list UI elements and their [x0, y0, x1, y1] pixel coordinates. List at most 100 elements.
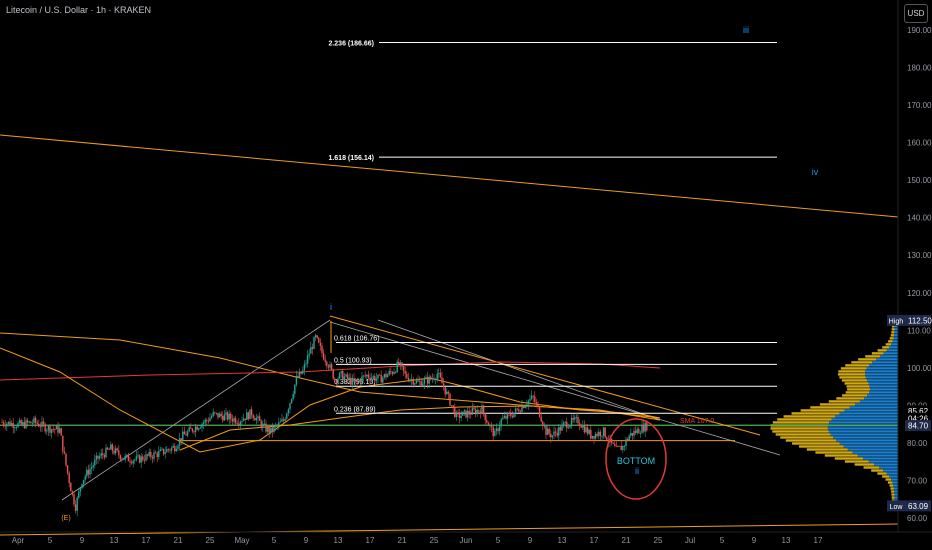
- volume-profile-bar: [891, 496, 895, 499]
- x-tick-label: 5: [48, 536, 53, 545]
- currency-button[interactable]: USD: [904, 4, 928, 23]
- candle-body: [431, 378, 434, 380]
- candle-body: [474, 409, 477, 415]
- y-tick-label: 110.00: [907, 326, 931, 335]
- candle-body: [209, 417, 211, 422]
- candle-body: [364, 375, 366, 377]
- candle-body: [26, 420, 29, 423]
- candle-body: [604, 427, 606, 438]
- candle-body: [308, 353, 310, 356]
- volume-profile-bar: [865, 355, 880, 358]
- y-tick-label: 150.00: [907, 176, 932, 185]
- candle-body: [511, 415, 514, 418]
- volume-profile-bar: [879, 355, 898, 358]
- candle-body: [526, 404, 528, 406]
- candle-body: [111, 444, 114, 451]
- candle-body: [18, 420, 21, 423]
- candle-body: [620, 446, 622, 451]
- candle-body: [172, 445, 174, 448]
- x-tick-label: May: [234, 536, 249, 545]
- candle-body: [146, 454, 149, 456]
- candle-body: [610, 438, 613, 444]
- candle-body: [436, 373, 438, 380]
- y-tick-label: 140.00: [907, 214, 932, 223]
- candle-body: [143, 459, 146, 461]
- volume-profile-bar: [833, 436, 898, 439]
- volume-profile-bar: [869, 391, 898, 394]
- candle-body: [514, 408, 517, 414]
- candle-body: [10, 423, 13, 426]
- candle-body: [598, 431, 600, 436]
- candle-body: [591, 435, 594, 439]
- candle-body: [630, 432, 632, 436]
- candle-body: [295, 376, 298, 385]
- candle-body: [346, 374, 349, 380]
- candle-body: [466, 410, 469, 418]
- candle-body: [190, 427, 192, 429]
- price-label-box: [905, 405, 931, 417]
- volume-profile-bar: [785, 439, 837, 442]
- candle-body: [407, 377, 410, 381]
- x-tick-label: 25: [654, 536, 663, 545]
- x-tick-label: 9: [528, 536, 533, 545]
- volume-profile-bar: [891, 343, 898, 346]
- candle-body: [233, 418, 235, 422]
- volume-profile-bar: [830, 433, 898, 436]
- volume-profile-bar: [867, 394, 898, 397]
- candle-body: [458, 412, 461, 418]
- candle-body: [449, 393, 451, 406]
- candle-body: [338, 372, 341, 379]
- ma-200: [0, 332, 661, 419]
- volume-profile-bar: [882, 475, 890, 478]
- bottom-highlight-circle: [605, 418, 667, 500]
- candle-body: [7, 421, 10, 424]
- candle-body: [236, 423, 238, 424]
- candle-body: [409, 379, 411, 381]
- candle-body: [183, 431, 186, 435]
- candle-body: [196, 426, 198, 430]
- candle-body: [198, 428, 200, 430]
- x-tick-label: 13: [782, 536, 791, 545]
- volume-profile-bar: [868, 382, 898, 385]
- volume-profile-bar: [877, 349, 887, 352]
- candle-body: [434, 379, 437, 381]
- candle-body: [1, 422, 3, 424]
- candle-body: [522, 405, 525, 408]
- volume-profile-bar: [871, 469, 884, 472]
- y-tick-label: 160.00: [907, 139, 932, 148]
- candle-body: [92, 465, 94, 468]
- ma-100: [179, 405, 661, 451]
- volume-profile-bar: [847, 448, 898, 451]
- candle-body: [490, 425, 493, 427]
- candle-body: [646, 422, 648, 431]
- candle-body: [518, 409, 520, 412]
- candle-body: [266, 427, 269, 432]
- candle-body: [94, 459, 96, 466]
- candle-body: [542, 421, 544, 426]
- candle-body: [390, 371, 392, 373]
- candle-body: [142, 456, 144, 460]
- candle-body: [537, 403, 539, 407]
- candle-body: [262, 423, 264, 428]
- volume-profile-bar: [772, 421, 830, 424]
- candle-body: [430, 376, 432, 380]
- candle-body: [348, 377, 350, 380]
- candle-body: [417, 380, 419, 382]
- candle-body: [313, 337, 315, 349]
- volume-profile-bar: [829, 421, 898, 424]
- candle-body: [561, 424, 563, 431]
- x-tick-label: 21: [174, 536, 183, 545]
- volume-profile-bar: [893, 487, 898, 490]
- candle-body: [106, 447, 109, 450]
- candle-body: [164, 452, 166, 454]
- candle-body: [246, 412, 248, 420]
- volume-profile-bar: [828, 430, 898, 433]
- candle-body: [298, 371, 301, 378]
- volume-profile-bar: [835, 415, 898, 418]
- candle-body: [545, 425, 547, 435]
- candle-body: [350, 377, 352, 385]
- candle-body: [426, 377, 429, 384]
- candle-body: [238, 423, 240, 425]
- volume-profile-bar: [827, 427, 898, 430]
